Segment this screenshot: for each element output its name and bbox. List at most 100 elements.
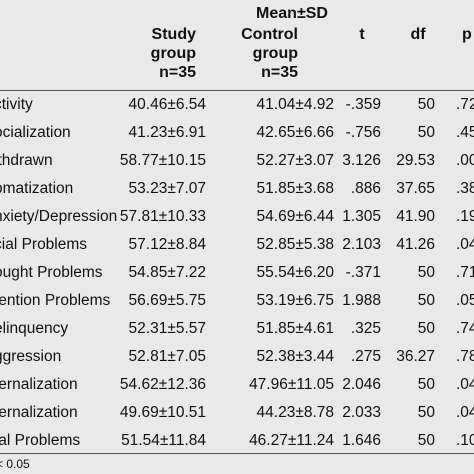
df-value: 50 — [417, 404, 435, 421]
table-row: ocialization 41.23±6.91 42.65±6.66 -.756 50.… — [0, 119, 474, 147]
table-row: tal Problems 51.54±11.84 46.27±11.24 1.646 5… — [0, 427, 474, 455]
study-value: 57.12±8.84 — [128, 236, 206, 253]
df-value: 50 — [417, 124, 435, 141]
df-value: 50 — [417, 432, 435, 449]
control-header-line-3: n=35 — [261, 64, 298, 81]
control-group-header: Control group n=35 — [208, 25, 298, 82]
study-value: 58.77±10.15 — [119, 152, 206, 169]
study-value: 56.69±5.75 — [128, 292, 206, 309]
table-row: omatization 53.23±7.07 51.85±3.68 .886 37.65… — [0, 175, 474, 203]
study-value: 52.81±7.05 — [128, 348, 206, 365]
row-label: tention Problems — [0, 292, 111, 309]
t-value: 1.988 — [342, 292, 381, 309]
df-value: 50 — [417, 320, 435, 337]
p-value: .05 — [456, 292, 474, 309]
df-value: 37.65 — [396, 180, 435, 197]
study-value: 52.31±5.57 — [128, 320, 206, 337]
study-header-line-1: Study — [151, 26, 196, 43]
study-value: 51.54±11.84 — [121, 432, 206, 449]
control-value: 44.23±8.78 — [256, 404, 334, 421]
df-value: 41.26 — [396, 236, 435, 253]
footnote: < 0.05 — [0, 457, 30, 471]
df-value: 36.27 — [396, 348, 435, 365]
p-value: .38 — [456, 180, 474, 197]
row-label: cial Problems — [0, 236, 88, 253]
p-value: .10 — [456, 432, 474, 449]
table-row: elinquency 52.31±5.57 51.85±4.61 .325 50 .74 — [0, 315, 474, 343]
control-value: 52.85±5.38 — [256, 236, 334, 253]
df-value: 50 — [417, 376, 435, 393]
p-value: .04 — [456, 404, 474, 421]
control-value: 54.69±6.44 — [256, 208, 334, 225]
mean-sd-header: Mean±SD — [256, 5, 328, 22]
t-header: t — [359, 26, 365, 43]
df-value: 29.53 — [396, 152, 435, 169]
row-label: ternalization — [0, 404, 78, 421]
t-value: .275 — [350, 348, 381, 365]
study-value: 53.23±7.07 — [128, 180, 206, 197]
t-value: .886 — [350, 180, 381, 197]
row-label: ocialization — [0, 124, 71, 141]
table-row: ggression 52.81±7.05 52.38±3.44 .275 36.27 .7… — [0, 343, 474, 371]
row-label: ternalization — [0, 376, 78, 393]
study-value: 40.46±6.54 — [128, 96, 206, 113]
row-label: ggression — [0, 348, 62, 365]
table-row: nxiety/Depression 57.81±10.33 54.69±6.44 1.… — [0, 203, 474, 231]
study-value: 57.81±10.33 — [119, 208, 206, 225]
control-value: 55.54±6.20 — [256, 264, 334, 281]
t-value: 3.126 — [342, 152, 381, 169]
study-header-line-3: n=35 — [159, 64, 196, 81]
table-row: ternalization 54.62±12.36 47.96±11.05 2.046… — [0, 371, 474, 399]
table-row: ctivity 40.46±6.54 41.04±4.92 -.359 50 .72 — [0, 91, 474, 119]
row-label: elinquency — [0, 320, 69, 337]
p-value: .04 — [456, 376, 474, 393]
t-value: -.371 — [345, 264, 381, 281]
row-label: ithdrawn — [0, 152, 53, 169]
study-value: 54.85±7.22 — [128, 264, 206, 281]
t-value: 1.646 — [342, 432, 381, 449]
df-header: df — [410, 26, 426, 43]
control-header-line-2: group — [252, 45, 298, 62]
control-value: 41.04±4.92 — [256, 96, 334, 113]
table-row: ternalization 49.69±10.51 44.23±8.78 2.033 5… — [0, 399, 474, 427]
p-value: .04 — [456, 236, 474, 253]
p-value: .19 — [456, 208, 474, 225]
control-value: 42.65±6.66 — [256, 124, 334, 141]
p-value: .74 — [456, 320, 474, 337]
study-group-header: Study group n=35 — [106, 25, 196, 82]
row-label: tal Problems — [0, 432, 81, 449]
control-header-line-1: Control — [241, 26, 298, 43]
control-value: 46.27±11.24 — [249, 432, 334, 449]
table-row: tention Problems 56.69±5.75 53.19±6.75 1.98… — [0, 287, 474, 315]
p-value: .00 — [456, 152, 474, 169]
control-value: 52.38±3.44 — [256, 348, 334, 365]
t-value: 2.046 — [342, 376, 381, 393]
t-value: .325 — [350, 320, 381, 337]
p-value: .78 — [456, 348, 474, 365]
t-value: 1.305 — [342, 208, 381, 225]
df-value: 50 — [417, 264, 435, 281]
t-value: 2.033 — [342, 404, 381, 421]
row-label: ctivity — [0, 96, 33, 113]
p-value: .45 — [456, 124, 474, 141]
control-value: 53.19±6.75 — [256, 292, 334, 309]
row-label: ought Problems — [0, 264, 103, 281]
df-value: 50 — [417, 292, 435, 309]
study-value: 49.69±10.51 — [119, 404, 206, 421]
t-value: -.756 — [345, 124, 381, 141]
t-value: 2.103 — [342, 236, 381, 253]
control-value: 51.85±4.61 — [256, 320, 334, 337]
study-header-line-2: group — [150, 45, 196, 62]
row-label: omatization — [0, 180, 74, 197]
df-value: 50 — [417, 96, 435, 113]
t-value: -.359 — [345, 96, 381, 113]
control-value: 51.85±3.68 — [256, 180, 334, 197]
p-header: p — [462, 26, 472, 43]
df-value: 41.90 — [396, 208, 435, 225]
row-label: nxiety/Depression — [0, 208, 118, 225]
table-row: ought Problems 54.85±7.22 55.54±6.20 -.371 5… — [0, 259, 474, 287]
p-value: .71 — [456, 264, 474, 281]
header-divider — [0, 90, 474, 91]
control-value: 52.27±3.07 — [256, 152, 334, 169]
